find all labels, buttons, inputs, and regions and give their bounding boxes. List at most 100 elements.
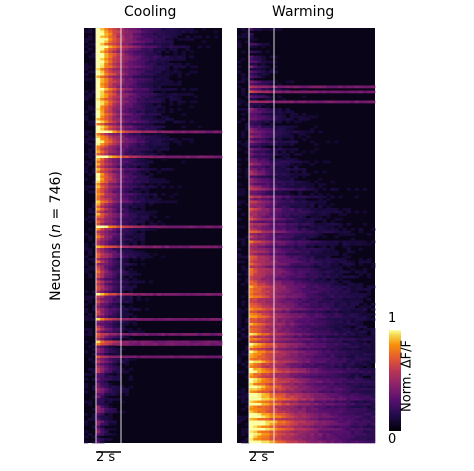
heatmap-cell	[108, 228, 113, 231]
heatmap-cell	[273, 118, 278, 121]
heatmap-cell	[241, 283, 246, 286]
heatmap-cell	[153, 110, 158, 114]
heatmap-cell	[269, 320, 274, 324]
heatmap-cell	[140, 88, 146, 91]
heatmap-cell	[92, 168, 97, 171]
heatmap-cell	[120, 73, 125, 76]
heatmap-cell	[277, 190, 282, 194]
heatmap-cell	[104, 68, 109, 71]
heatmap-cell	[350, 353, 356, 356]
heatmap-cell	[314, 290, 319, 294]
heatmap-cell	[306, 85, 311, 89]
heatmap-cell	[136, 235, 142, 239]
heatmap-cell	[88, 358, 93, 361]
heatmap-cell	[96, 410, 101, 414]
heatmap-cell	[136, 70, 142, 74]
heatmap-cell	[306, 263, 311, 266]
heatmap-cell	[277, 320, 282, 324]
heatmap-cell	[197, 340, 203, 344]
heatmap-cell	[96, 338, 101, 341]
heatmap-cell	[354, 320, 360, 324]
heatmap-cell	[253, 153, 258, 156]
heatmap-cell	[285, 175, 291, 179]
heatmap-cell	[148, 120, 154, 124]
heatmap-cell	[213, 225, 219, 229]
heatmap-cell	[136, 175, 142, 179]
heatmap-cell	[293, 278, 299, 281]
heatmap-cell	[104, 168, 109, 171]
heatmap-cell	[310, 210, 315, 214]
heatmap-cell	[277, 198, 282, 201]
heatmap-cell	[140, 75, 146, 79]
heatmap-cell	[144, 210, 150, 214]
heatmap-cell	[249, 38, 254, 41]
heatmap-cell	[100, 223, 105, 226]
heatmap-cell	[96, 360, 101, 364]
heatmap-cell	[108, 433, 113, 436]
heatmap-cell	[189, 38, 194, 41]
heatmap-cell	[253, 310, 258, 314]
heatmap-cell	[249, 328, 254, 331]
heatmap-cell	[100, 85, 105, 89]
heatmap-cell	[354, 100, 360, 104]
heatmap-cell	[92, 170, 97, 174]
heatmap-cell	[120, 180, 125, 184]
heatmap-cell	[153, 65, 158, 69]
heatmap-cell	[326, 253, 331, 256]
heatmap-cell	[96, 290, 101, 294]
heatmap-cell	[161, 28, 166, 31]
heatmap-cell	[318, 200, 323, 204]
heatmap-cell	[136, 180, 142, 184]
heatmap-cell	[148, 210, 154, 214]
heatmap-cell	[144, 245, 150, 249]
heatmap-cell	[124, 263, 129, 266]
heatmap-cell	[128, 288, 134, 291]
heatmap-cell	[297, 223, 303, 226]
heatmap-cell	[346, 275, 351, 279]
heatmap-cell	[161, 178, 166, 181]
heatmap-cell	[116, 135, 121, 139]
heatmap-cell	[96, 355, 101, 359]
heatmap-cell	[96, 288, 101, 291]
heatmap-cell	[253, 148, 258, 151]
heatmap-cell	[108, 123, 113, 126]
heatmap-cell	[120, 368, 125, 371]
heatmap-cell	[132, 153, 138, 156]
heatmap-cell	[314, 303, 319, 306]
heatmap-cell	[322, 320, 327, 324]
heatmap-cell	[96, 230, 101, 234]
heatmap-cell	[237, 170, 242, 174]
heatmap-cell	[116, 340, 121, 344]
heatmap-cell	[201, 343, 207, 346]
heatmap-cell	[100, 65, 105, 69]
heatmap-cell	[120, 360, 125, 364]
heatmap-cell	[334, 333, 339, 336]
heatmap-cell	[346, 233, 351, 236]
heatmap-cell	[318, 245, 323, 249]
heatmap-cell	[293, 300, 299, 304]
heatmap-cell	[269, 108, 274, 111]
heatmap-cell	[116, 343, 121, 346]
heatmap-cell	[100, 345, 105, 349]
heatmap-cell	[157, 138, 162, 141]
heatmap-cell	[322, 223, 327, 226]
heatmap-cell	[253, 120, 258, 124]
heatmap-cell	[245, 280, 250, 284]
heatmap-cell	[104, 298, 109, 301]
heatmap-cell	[265, 193, 270, 196]
heatmap-cell	[289, 335, 295, 339]
heatmap-cell	[310, 85, 315, 89]
heatmap-cell	[322, 188, 327, 191]
heatmap-cell	[84, 435, 89, 439]
heatmap-cell	[253, 245, 258, 249]
heatmap-cell	[265, 308, 270, 311]
heatmap-cell	[157, 45, 162, 49]
heatmap-cell	[120, 193, 125, 196]
heatmap-cell	[120, 155, 125, 159]
heatmap-cell	[265, 340, 270, 344]
heatmap-cell	[273, 213, 278, 216]
heatmap-cell	[120, 65, 125, 69]
heatmap-cell	[100, 245, 105, 249]
heatmap-cell	[277, 243, 282, 246]
heatmap-cell	[253, 195, 258, 199]
